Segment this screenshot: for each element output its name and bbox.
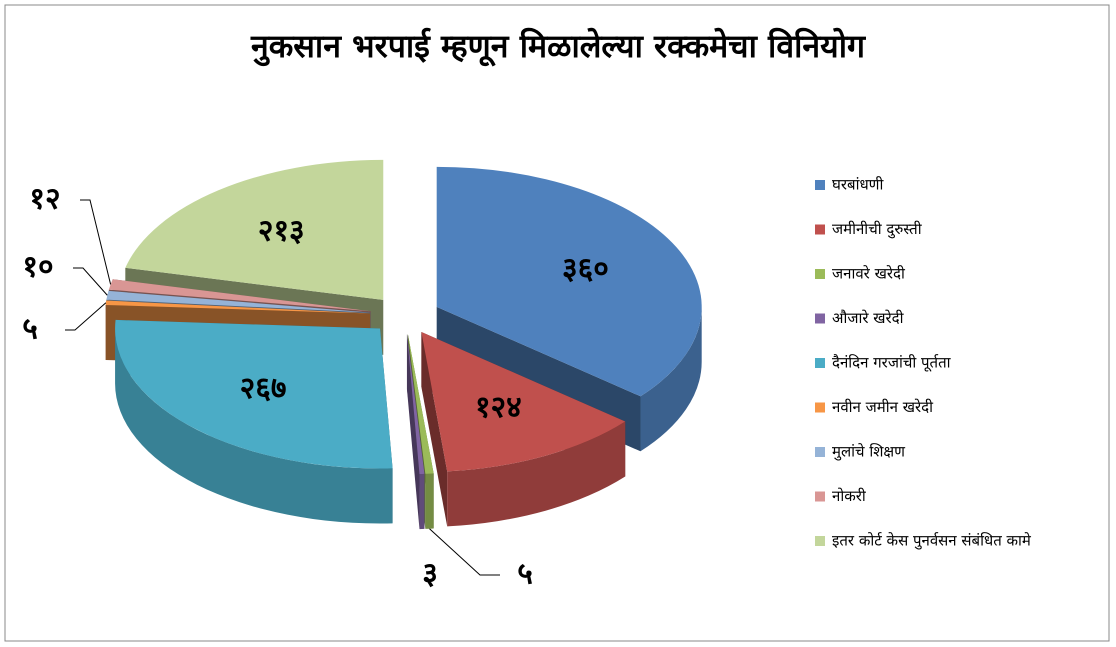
legend-swatch xyxy=(815,358,825,368)
leader-line xyxy=(429,528,500,576)
legend-swatch xyxy=(815,224,825,235)
data-label: ५ xyxy=(517,557,533,592)
slice-side xyxy=(406,334,420,530)
chart-title: नुकसान भरपाई म्हणून मिळालेल्या रक्कमेचा … xyxy=(250,27,866,67)
slice-top xyxy=(436,166,702,397)
slice-side xyxy=(115,328,393,524)
slice-top xyxy=(421,332,626,472)
data-label: १२४ xyxy=(475,390,522,425)
legend-label: नोकरी xyxy=(832,487,867,505)
slice-side xyxy=(447,421,626,527)
slice-top xyxy=(125,159,384,300)
legend-label: दैनंदिन गरजांची पूर्तता xyxy=(832,354,952,373)
legend-swatch xyxy=(815,447,825,457)
data-label: ५ xyxy=(22,312,38,347)
legend-label: मुलांचे शिक्षण xyxy=(832,443,906,462)
leader-line xyxy=(73,267,108,296)
slice-side xyxy=(419,473,425,530)
legend-label: औजारे खरेदी xyxy=(832,309,905,327)
legend-swatch xyxy=(815,313,825,324)
slice xyxy=(421,332,626,527)
legend-label: इतर कोर्ट केस पुनर्वसन संबंधित कामे xyxy=(832,532,1032,551)
slice xyxy=(406,334,425,530)
slice-top xyxy=(105,300,371,314)
legend-swatch xyxy=(815,536,825,546)
data-label: २१३ xyxy=(258,213,305,248)
slice-side xyxy=(421,332,448,527)
legend-swatch xyxy=(815,180,825,190)
slice-top xyxy=(115,319,393,469)
legend-label: घरबांधणी xyxy=(832,176,885,194)
data-label: २६७ xyxy=(240,371,287,406)
data-label: १२ xyxy=(29,182,60,217)
legend-swatch xyxy=(815,402,825,413)
legend-swatch xyxy=(815,491,825,502)
data-label: ३६० xyxy=(562,251,609,286)
legend-label: नवीन जमीन खरेदी xyxy=(832,398,934,416)
slice-side xyxy=(640,306,702,452)
slice xyxy=(115,319,393,524)
slice-top xyxy=(407,334,434,474)
leader-line xyxy=(80,199,112,285)
leader-line xyxy=(65,302,107,331)
slice-side xyxy=(425,473,434,529)
legend-swatch xyxy=(815,269,825,279)
slice-top xyxy=(406,334,425,475)
slice-top xyxy=(108,279,371,312)
legend-label: जनावरे खरेदी xyxy=(832,265,906,283)
slice-top xyxy=(106,290,371,313)
legend-label: जमीनीची दुरुस्ती xyxy=(832,220,923,239)
data-label: ३ xyxy=(422,557,438,592)
data-label: १० xyxy=(22,250,53,285)
